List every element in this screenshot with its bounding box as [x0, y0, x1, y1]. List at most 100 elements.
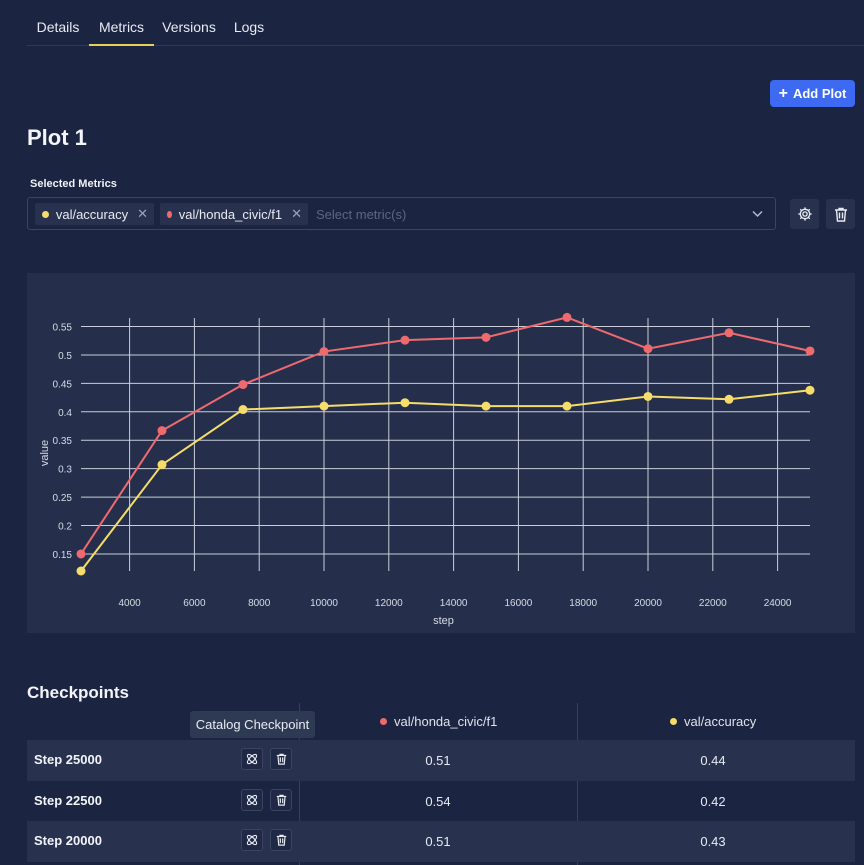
tab-details[interactable]: Details: [36, 19, 80, 35]
table-row: Step 20000 0.51 0.43: [27, 821, 855, 862]
x-tick-label: 14000: [440, 598, 468, 609]
data-point: [562, 312, 572, 322]
y-tick-label: 0.4: [58, 408, 72, 419]
checkpoint-step: Step 22500: [34, 793, 102, 808]
tab-metrics[interactable]: Metrics: [89, 10, 154, 46]
checkpoint-step: Step 25000: [34, 752, 102, 767]
data-point: [481, 401, 491, 411]
tab-logs[interactable]: Logs: [233, 19, 265, 35]
x-tick-label: 8000: [248, 598, 271, 609]
x-tick-label: 10000: [310, 598, 338, 609]
tab-bar: Details Metrics Versions Logs: [27, 0, 864, 46]
column-label: val/honda_civic/f1: [394, 714, 498, 729]
x-tick-label: 16000: [504, 598, 532, 609]
data-point: [157, 426, 167, 436]
remove-chip-icon[interactable]: ✕: [137, 206, 148, 221]
series-line: [80, 316, 811, 555]
y-tick-label: 0.2: [58, 522, 72, 533]
y-tick-label: 0.15: [53, 550, 73, 561]
chart-svg: 4000 6000 8000 10000 12000 14000 16000 18000 200…: [39, 312, 815, 627]
data-point: [481, 332, 491, 342]
add-plot-button[interactable]: + Add Plot: [770, 80, 855, 107]
trash-icon: [834, 207, 847, 222]
table-row: Step 25000 0.51 0.44: [27, 740, 855, 781]
y-tick-label: 0.3: [58, 465, 72, 476]
trash-icon: [276, 794, 286, 806]
gear-icon: [797, 207, 812, 221]
dot-icon: [42, 210, 49, 218]
data-point: [238, 380, 248, 390]
dot-icon: [167, 210, 172, 218]
checkpoints-title: Checkpoints: [27, 683, 130, 702]
plot-title: Plot 1: [27, 125, 87, 150]
column-divider: [299, 703, 300, 865]
data-point: [562, 401, 572, 411]
column-header-accuracy: val/accuracy: [670, 714, 756, 729]
atom-icon: [246, 794, 258, 806]
catalog-checkpoint-button[interactable]: [241, 829, 263, 851]
data-point: [76, 566, 86, 576]
accuracy-value: 0.44: [700, 753, 726, 768]
x-tick-label: 4000: [118, 598, 141, 609]
trash-icon: [276, 834, 286, 846]
metric-search-input[interactable]: Select metric(s): [316, 207, 407, 222]
data-point: [724, 394, 734, 404]
y-tick-label: 0.45: [53, 379, 73, 390]
data-point: [400, 398, 410, 408]
delete-plot-button[interactable]: [826, 199, 855, 229]
trash-icon: [276, 753, 286, 765]
f1-value: 0.51: [425, 834, 451, 849]
column-header-honda-f1: val/honda_civic/f1: [380, 714, 497, 729]
dot-icon: [670, 718, 677, 725]
data-point: [805, 346, 815, 356]
accuracy-value: 0.42: [700, 794, 726, 809]
chip-label: val/accuracy: [55, 206, 129, 222]
data-point: [319, 401, 329, 411]
atom-icon: [246, 834, 258, 846]
x-tick-label: 24000: [764, 598, 792, 609]
data-point: [724, 328, 734, 338]
x-tick-label: 22000: [699, 598, 727, 609]
metric-chip-honda-f1: val/honda_civic/f1 ✕: [160, 203, 308, 225]
delete-checkpoint-button[interactable]: [270, 789, 292, 811]
catalog-checkpoint-button[interactable]: [241, 789, 263, 811]
data-point: [238, 405, 248, 415]
remove-chip-icon[interactable]: ✕: [291, 206, 302, 221]
metric-selector[interactable]: val/accuracy ✕ val/honda_civic/f1 ✕ Sele…: [27, 197, 776, 230]
tab-versions[interactable]: Versions: [162, 19, 216, 35]
plus-icon: +: [778, 84, 788, 102]
delete-checkpoint-button[interactable]: [270, 829, 292, 851]
table-row: Step 22500 0.54 0.42: [27, 781, 855, 822]
data-point: [805, 385, 815, 395]
column-label: val/accuracy: [684, 714, 757, 729]
plot-settings-button[interactable]: [790, 199, 819, 229]
chip-label: val/honda_civic/f1: [178, 206, 283, 222]
y-tick-label: 0.25: [53, 493, 73, 504]
data-point: [643, 344, 653, 354]
data-point: [319, 347, 329, 357]
x-tick-label: 18000: [569, 598, 597, 609]
accuracy-value: 0.43: [700, 834, 726, 849]
x-tick-label: 6000: [183, 598, 206, 609]
data-point: [400, 335, 410, 345]
f1-value: 0.51: [425, 753, 451, 768]
y-tick-label: 0.35: [53, 436, 73, 447]
delete-checkpoint-button[interactable]: [270, 748, 292, 770]
checkpoint-step: Step 20000: [34, 833, 102, 848]
x-tick-label: 12000: [375, 598, 403, 609]
data-point: [76, 549, 86, 559]
metrics-chart: 4000 6000 8000 10000 12000 14000 16000 18000 200…: [27, 273, 855, 633]
catalog-checkpoint-tooltip: Catalog Checkpoint: [190, 711, 315, 738]
add-plot-label: Add Plot: [792, 86, 847, 101]
f1-value: 0.54: [425, 794, 451, 809]
x-axis-label: step: [433, 615, 454, 627]
chevron-down-icon[interactable]: [752, 207, 763, 221]
y-tick-label: 0.55: [53, 323, 73, 334]
selected-metrics-label: Selected Metrics: [30, 178, 117, 190]
y-tick-label: 0.5: [58, 351, 72, 362]
catalog-checkpoint-button[interactable]: [241, 748, 263, 770]
dot-icon: [380, 718, 387, 725]
column-divider: [577, 703, 578, 865]
atom-icon: [246, 753, 258, 765]
y-axis-label: value: [39, 440, 51, 466]
